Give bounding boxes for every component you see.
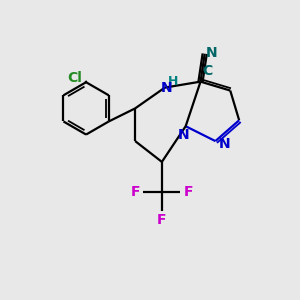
Text: Cl: Cl [68,71,82,85]
Text: N: N [218,137,230,151]
Text: N: N [206,46,217,60]
Text: N: N [178,128,189,142]
Text: F: F [157,213,167,227]
Text: H: H [168,74,178,88]
Text: F: F [130,184,140,199]
Text: N: N [160,81,172,94]
Text: C: C [202,64,213,78]
Text: F: F [184,184,194,199]
